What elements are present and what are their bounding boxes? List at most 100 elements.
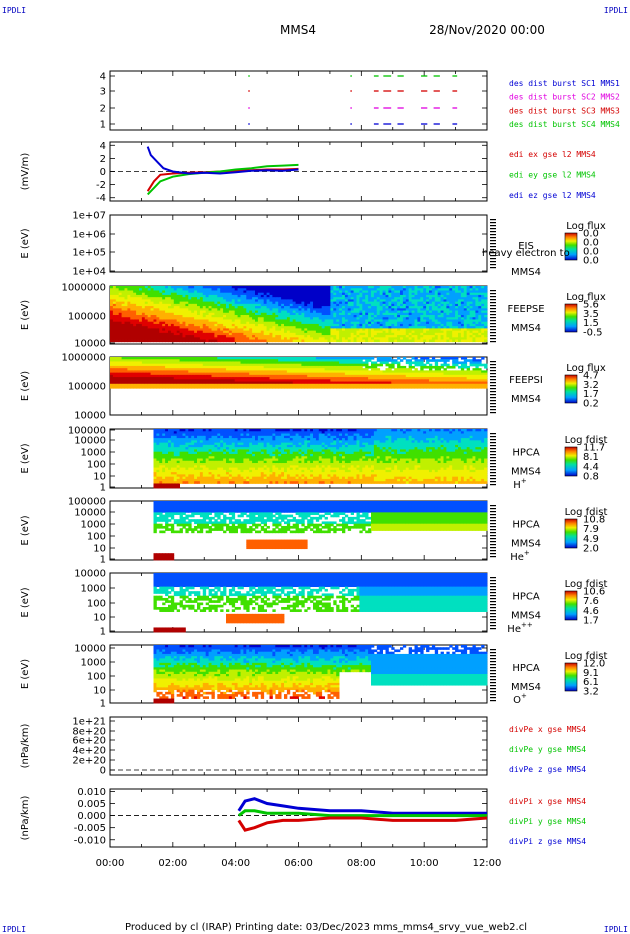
- feepse-cell: [179, 323, 183, 327]
- burst-y-tick-label: 2: [100, 104, 106, 115]
- feepse-cell: [353, 337, 357, 340]
- feepsi-cell: [313, 372, 317, 376]
- feepse-cell: [379, 319, 383, 323]
- feepse-cell: [469, 312, 473, 316]
- feepse-cell: [211, 335, 215, 338]
- feepse-cell: [156, 303, 160, 307]
- feepse-cell: [449, 297, 453, 300]
- feepse-cell: [147, 315, 151, 318]
- feepse-cell: [408, 297, 412, 300]
- feepse-cell: [353, 306, 357, 309]
- feepsi-cell: [313, 370, 317, 374]
- feepsi-cell: [147, 374, 151, 378]
- feepsi-cell: [136, 361, 140, 365]
- feepse-cell: [452, 303, 456, 307]
- feepse-cell: [324, 299, 328, 303]
- feepse-cell: [336, 288, 340, 291]
- feepse-cell: [420, 286, 424, 289]
- feepse-cell: [156, 286, 160, 289]
- feepse-cell: [394, 303, 398, 307]
- feepse-edge-mark: [490, 305, 496, 307]
- feepsi-cell: [417, 359, 421, 362]
- feepsi-cell: [188, 372, 192, 376]
- feepse-cell: [434, 292, 439, 296]
- feepse-cell: [359, 306, 363, 309]
- feepse-cell: [255, 326, 259, 329]
- feepse-cell: [269, 330, 273, 334]
- feepse-cell: [310, 335, 314, 338]
- feepse-cell: [121, 330, 125, 334]
- feepse-cell: [228, 288, 233, 291]
- feepse-cell: [147, 299, 151, 303]
- feepsi-cell: [255, 370, 259, 374]
- feepse-cell: [130, 339, 134, 343]
- feepse-cell: [124, 303, 128, 307]
- feepse-cell: [475, 312, 479, 316]
- feepse-cell: [246, 303, 250, 307]
- feepse-cell: [136, 326, 140, 329]
- feepse-cell: [110, 339, 114, 343]
- feepse-cell: [159, 337, 163, 340]
- feepsi-cell: [173, 361, 178, 365]
- feepsi-cell: [400, 377, 404, 380]
- feepse-cell: [321, 294, 325, 298]
- feepse-cell: [257, 337, 262, 340]
- feepse-cell: [257, 310, 262, 314]
- feepse-cell: [321, 326, 325, 329]
- feepse-cell: [408, 330, 412, 334]
- feepse-cell: [197, 328, 201, 332]
- feepsi-cell: [281, 365, 285, 369]
- feepsi-cell: [301, 357, 305, 360]
- feepse-cell: [455, 290, 459, 294]
- feepse-cell: [339, 312, 343, 316]
- feepse-cell: [110, 301, 114, 305]
- feepse-cell: [272, 330, 276, 334]
- feepse-cell: [118, 294, 122, 298]
- feepse-y-tick-label: 10000: [74, 339, 106, 350]
- feepse-cell: [173, 303, 178, 307]
- feepsi-cell: [182, 368, 186, 371]
- feepse-cell: [350, 306, 354, 309]
- feepse-cell: [400, 312, 404, 316]
- feepse-cell: [197, 332, 201, 336]
- feepsi-cell: [318, 381, 323, 385]
- feepse-cell: [168, 330, 172, 334]
- feepse-cell: [350, 315, 354, 318]
- feepse-cell: [318, 299, 323, 303]
- feepsi-cell: [411, 386, 415, 389]
- feepse-cell: [402, 310, 407, 314]
- feepse-cell: [249, 326, 253, 329]
- feepsi-cell: [228, 386, 233, 389]
- feepse-cell: [353, 319, 357, 323]
- feepse-cell: [469, 330, 473, 334]
- feepsi-cell: [226, 357, 230, 360]
- feepse-cell: [333, 290, 337, 294]
- feepse-cell: [226, 326, 230, 329]
- feepsi-cell: [211, 381, 215, 385]
- feepse-cell: [339, 339, 343, 343]
- feepsi-cell: [284, 374, 288, 378]
- feepse-cell: [423, 335, 427, 338]
- feepsi-cell: [205, 381, 209, 385]
- feepse-cell: [397, 330, 401, 334]
- feepse-cell: [376, 332, 381, 336]
- feepse-cell: [350, 337, 354, 340]
- feepsi-cell: [121, 363, 125, 367]
- feepse-cell: [434, 288, 439, 291]
- feepse-cell: [165, 288, 169, 291]
- feepse-cell: [118, 306, 122, 309]
- feepse-cell: [344, 299, 349, 303]
- feepsi-cell: [368, 381, 372, 385]
- feepse-cell: [211, 337, 215, 340]
- feepse-cell: [281, 303, 285, 307]
- feepse-cell: [170, 330, 175, 334]
- feepsi-cell: [263, 374, 267, 378]
- feepse-cell: [333, 339, 337, 343]
- feepse-cell: [411, 308, 415, 311]
- feepse-cell: [260, 310, 265, 314]
- feepse-cell: [431, 310, 436, 314]
- feepsi-cell: [136, 365, 140, 369]
- feepse-cell: [150, 303, 154, 307]
- feepse-cell: [156, 310, 160, 314]
- feepse-cell: [139, 339, 143, 343]
